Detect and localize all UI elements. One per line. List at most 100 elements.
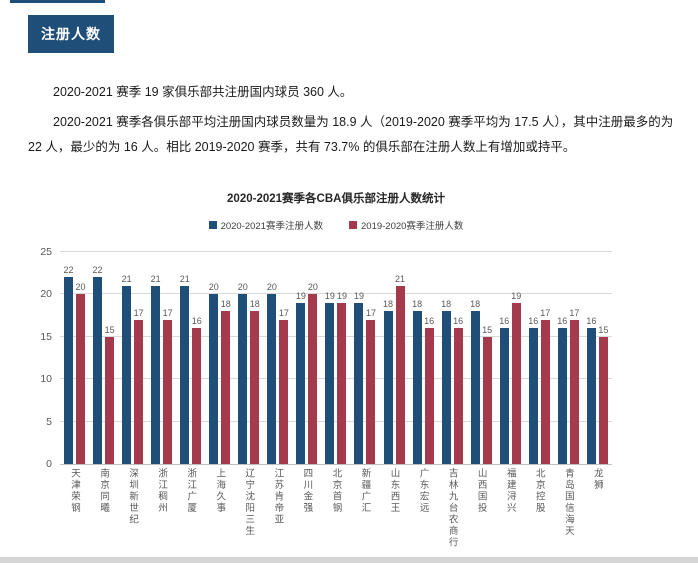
bar-2020-2021-北京控股: [528, 328, 538, 464]
x-label-山东西王: 山东西王: [380, 468, 409, 514]
bar-value-label: 17: [569, 307, 580, 318]
legend-item-2020-2021: 2020-2021赛季注册人数: [208, 218, 323, 232]
y-tick-25: 25: [40, 246, 52, 258]
bar-group-5: 21 16: [176, 252, 205, 464]
x-label-text: 上海久事: [214, 468, 226, 514]
bar-value-label: 17: [365, 307, 376, 318]
bar-value-label: 21: [150, 273, 161, 284]
bar-wrap: 18: [250, 299, 260, 464]
bar-2020-2021-山东西王: [383, 311, 393, 464]
bar-wrap: 22: [93, 265, 103, 464]
bar-value-label: 20: [237, 282, 248, 293]
bar-2019-2020-青岛国信海天: [569, 319, 579, 464]
bar-value-label: 16: [191, 316, 202, 327]
bar-value-label: 17: [540, 307, 551, 318]
bar-value-label: 18: [470, 299, 481, 310]
bar-2020-2021-四川金强: [296, 302, 306, 464]
bar-group-2: 22 15: [89, 252, 118, 464]
bar-group-11: 19 17: [350, 252, 379, 464]
bar-group-1: 22 20: [60, 252, 89, 464]
bar-value-label: 18: [441, 299, 452, 310]
bar-wrap: 16: [424, 316, 434, 464]
bar-value-label: 19: [324, 290, 335, 301]
x-axis-labels: 天津荣钢 南京同曦 深圳新世纪 浙江稠州 浙江广厦 上海久事 辽宁沈阳三生 江苏肯帝亚 四川金强…: [60, 468, 612, 549]
bar-wrap: 20: [238, 282, 248, 464]
x-label-江苏肯帝亚: 江苏肯帝亚: [263, 468, 292, 526]
y-tick-5: 5: [46, 415, 52, 428]
bar-wrap: 18: [441, 299, 451, 464]
x-label-青岛国信海天: 青岛国信海天: [554, 468, 583, 537]
bar-2019-2020-上海久事: [221, 311, 231, 464]
bar-wrap: 20: [209, 282, 219, 464]
bar-wrap: 19: [354, 291, 364, 464]
x-label-北京首钢: 北京首钢: [321, 468, 350, 514]
bar-2020-2021-辽宁沈阳三生: [238, 294, 248, 464]
bar-group-6: 20 18: [205, 252, 234, 464]
bar-wrap: 19: [337, 291, 347, 464]
gridline-5: [60, 420, 612, 422]
bar-group-9: 19 20: [292, 252, 321, 464]
bar-2019-2020-吉林九台农商行: [453, 328, 463, 464]
bar-2020-2021-广东宏远: [412, 311, 422, 464]
x-label-text: 龙狮: [591, 468, 603, 491]
bar-group-13: 18 16: [409, 252, 438, 464]
x-label-text: 北京控股: [533, 468, 545, 514]
bar-wrap: 21: [180, 274, 190, 464]
bar-wrap: 16: [192, 316, 202, 464]
x-label-text: 深圳新世纪: [127, 468, 139, 526]
bar-wrap: 18: [383, 299, 393, 464]
x-label-浙江稠州: 浙江稠州: [147, 468, 176, 514]
x-label-南京同曦: 南京同曦: [89, 468, 118, 514]
bar-value-label: 18: [383, 299, 394, 310]
bar-wrap: 19: [511, 291, 521, 464]
bar-value-label: 21: [121, 273, 132, 284]
bar-value-label: 19: [511, 290, 522, 301]
bar-2020-2021-福建浔兴: [499, 328, 509, 464]
bar-2019-2020-龙狮: [598, 336, 608, 464]
bar-2019-2020-四川金强: [308, 294, 318, 464]
x-label-text: 浙江稠州: [156, 468, 168, 514]
x-label-text: 福建浔兴: [504, 468, 516, 514]
bar-group-12: 18 21: [380, 252, 409, 464]
bar-2019-2020-广东宏远: [424, 328, 434, 464]
x-label-四川金强: 四川金强: [292, 468, 321, 514]
x-label-新疆广汇: 新疆广汇: [350, 468, 379, 514]
legend-item-2019-2020: 2019-2020赛季注册人数: [349, 218, 463, 232]
bar-group-19: 16 15: [583, 252, 612, 464]
bar-wrap: 16: [453, 316, 463, 464]
bar-2020-2021-南京同曦: [93, 277, 103, 464]
bar-group-16: 16 19: [496, 252, 525, 464]
bar-wrap: 21: [122, 274, 132, 464]
paragraph-average-registered: 2020-2021 赛季各俱乐部平均注册国内球员数量为 18.9 人（2019-…: [28, 115, 674, 154]
bar-value-label: 21: [179, 273, 190, 284]
bar-wrap: 15: [482, 325, 492, 464]
bar-2019-2020-浙江广厦: [192, 328, 202, 464]
bar-2020-2021-新疆广汇: [354, 302, 364, 464]
chart-legend: 2020-2021赛季注册人数 2019-2020赛季注册人数: [60, 218, 612, 232]
bar-wrap: 19: [325, 291, 335, 464]
bar-value-label: 22: [92, 265, 103, 276]
bar-2019-2020-天津荣钢: [76, 294, 86, 464]
bar-wrap: 18: [470, 299, 480, 464]
bar-value-label: 16: [499, 316, 510, 327]
bar-value-label: 19: [295, 290, 306, 301]
y-tick-10: 10: [40, 373, 52, 386]
bar-value-label: 20: [208, 282, 219, 293]
bar-2019-2020-山西国投: [482, 336, 492, 464]
x-label-上海久事: 上海久事: [205, 468, 234, 514]
x-label-深圳新世纪: 深圳新世纪: [118, 468, 147, 526]
bar-wrap: 17: [134, 308, 144, 464]
bar-value-label: 16: [528, 316, 539, 327]
bar-value-label: 16: [557, 316, 568, 327]
x-label-text: 辽宁沈阳三生: [243, 468, 255, 537]
previous-section-edge: [10, 0, 105, 3]
bar-value-label: 20: [307, 282, 318, 293]
bar-group-15: 18 15: [467, 252, 496, 464]
x-label-text: 山东西王: [388, 468, 400, 514]
x-label-北京控股: 北京控股: [525, 468, 554, 514]
bar-2020-2021-江苏肯帝亚: [267, 294, 277, 464]
bar-2020-2021-浙江稠州: [151, 285, 161, 464]
plot-area: 22 20 22 15 21 17 21 17 21 16 20 18 20 18 20 17 19 20 19 19…: [60, 251, 612, 465]
bar-value-label: 18: [249, 299, 260, 310]
bar-2019-2020-辽宁沈阳三生: [250, 311, 260, 464]
